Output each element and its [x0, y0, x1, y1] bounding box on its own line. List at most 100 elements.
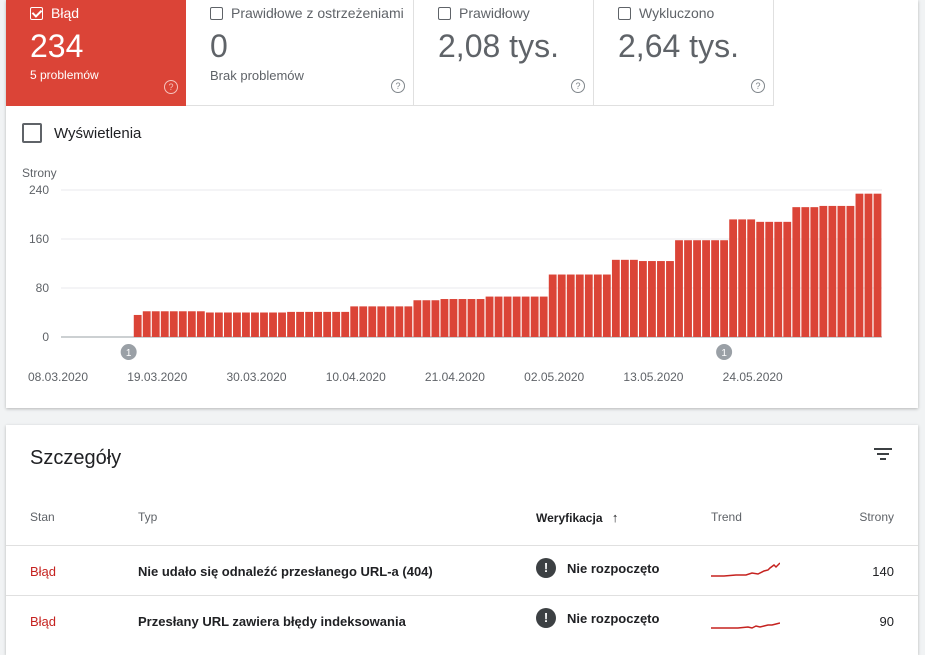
help-icon[interactable]: ?	[164, 80, 178, 94]
bar	[828, 205, 837, 337]
bar	[287, 311, 295, 337]
bar	[251, 312, 259, 337]
bar	[602, 274, 611, 337]
type-cell: Przesłany URL zawiera błędy indeksowania	[138, 614, 406, 629]
help-icon[interactable]: ?	[391, 79, 405, 93]
bar	[467, 299, 476, 337]
checkbox-icon[interactable]	[618, 6, 631, 20]
details-card: Szczegóły Stan Typ Weryfikacja ↑ Trend S…	[6, 425, 918, 655]
bar	[548, 274, 557, 337]
tile-valid[interactable]: Prawidłowy 2,08 tys. ?	[414, 0, 594, 106]
bar-chart: Strony 0 80 160 240 08.03.2020 19.03.2020 30.03…	[22, 166, 882, 384]
bar	[657, 261, 665, 337]
bar	[584, 274, 593, 337]
bar	[476, 299, 485, 337]
bar	[846, 205, 855, 337]
bar	[223, 312, 232, 337]
checkbox-icon[interactable]	[22, 123, 42, 143]
pages-cell: 90	[879, 614, 894, 629]
tile-valid-with-warnings[interactable]: Prawidłowe z ostrzeżeniami 0 Brak proble…	[186, 0, 414, 106]
bar	[133, 314, 142, 337]
bar	[503, 296, 512, 337]
checkbox-icon[interactable]	[30, 6, 43, 20]
bar	[196, 311, 205, 337]
annotation-marker	[120, 344, 137, 360]
tile-value: 0	[210, 28, 228, 64]
bar	[629, 259, 638, 337]
bar	[422, 300, 431, 337]
exclamation-icon: !	[536, 558, 556, 578]
exclamation-icon: !	[536, 608, 556, 628]
bar	[756, 221, 765, 337]
status-cell: Błąd	[30, 564, 57, 579]
y-tick-label: 80	[36, 281, 50, 295]
bar	[639, 261, 647, 337]
y-tick-label: 0	[42, 330, 49, 344]
tile-excluded[interactable]: Wykluczono 2,64 tys. ?	[594, 0, 774, 106]
bar	[458, 299, 467, 337]
filter-icon[interactable]	[874, 447, 892, 461]
bar	[720, 240, 729, 337]
column-header-verification[interactable]: Weryfikacja ↑	[536, 510, 618, 525]
table-row[interactable]: Błąd Przesłany URL zawiera błędy indekso…	[6, 595, 918, 646]
y-tick-label: 160	[29, 232, 49, 246]
annotation-label: 1	[126, 348, 132, 359]
bar	[142, 311, 151, 337]
x-tick-label: 24.05.2020	[723, 370, 783, 384]
tile-error[interactable]: Błąd 234 5 problemów ?	[6, 0, 186, 106]
bar	[187, 311, 196, 337]
tile-label: Błąd	[51, 5, 80, 21]
x-tick-label: 10.04.2020	[326, 370, 386, 384]
bar	[521, 296, 530, 337]
bar	[675, 240, 683, 337]
verification-cell: ! Nie rozpoczęto	[536, 558, 659, 578]
help-icon[interactable]: ?	[571, 79, 585, 93]
help-icon[interactable]: ?	[751, 79, 765, 93]
bar	[431, 300, 440, 337]
column-header-pages[interactable]: Strony	[859, 510, 894, 524]
x-tick-label: 13.05.2020	[623, 370, 683, 384]
bar	[684, 240, 692, 337]
tile-value: 2,64 tys.	[618, 28, 739, 64]
bar	[359, 306, 368, 337]
bar	[557, 274, 566, 337]
bar	[738, 219, 747, 337]
sparkline-line	[711, 562, 780, 577]
checkbox-icon[interactable]	[210, 6, 223, 20]
bar	[368, 306, 377, 337]
bar	[611, 259, 620, 337]
verification-label: Nie rozpoczęto	[567, 610, 660, 626]
bar	[386, 306, 395, 337]
impressions-toggle[interactable]: Wyświetlenia	[22, 123, 141, 143]
bar	[864, 193, 873, 337]
bar	[729, 219, 738, 337]
coverage-card: Błąd 234 5 problemów ? Prawidłowe z ostr…	[6, 0, 918, 408]
bar	[278, 312, 286, 337]
pages-cell: 140	[872, 564, 894, 579]
details-title: Szczegóły	[30, 447, 122, 469]
bar	[873, 193, 882, 337]
bar	[160, 311, 169, 337]
bar	[214, 312, 223, 337]
bar	[575, 274, 584, 337]
table-row[interactable]: Błąd Nie udało się odnaleźć przesłanego …	[6, 545, 918, 596]
bar	[242, 312, 250, 337]
bar	[485, 296, 494, 337]
tile-value: 2,08 tys.	[438, 28, 559, 64]
bar	[530, 296, 539, 337]
bar	[350, 306, 359, 337]
bar	[765, 221, 774, 337]
column-header-trend[interactable]: Trend	[711, 510, 742, 524]
column-header-status[interactable]: Stan	[30, 510, 55, 524]
impressions-label: Wyświetlenia	[54, 124, 142, 142]
bar	[341, 311, 350, 337]
y-tick-label: 240	[29, 183, 49, 197]
column-header-type[interactable]: Typ	[138, 510, 158, 524]
checkbox-icon[interactable]	[438, 6, 451, 20]
tile-subtext: Brak problemów	[210, 68, 304, 83]
bar	[296, 311, 304, 337]
bar	[702, 240, 710, 337]
x-tick-label: 21.04.2020	[425, 370, 485, 384]
sparkline-line	[711, 622, 780, 629]
status-cell: Błąd	[30, 614, 57, 629]
